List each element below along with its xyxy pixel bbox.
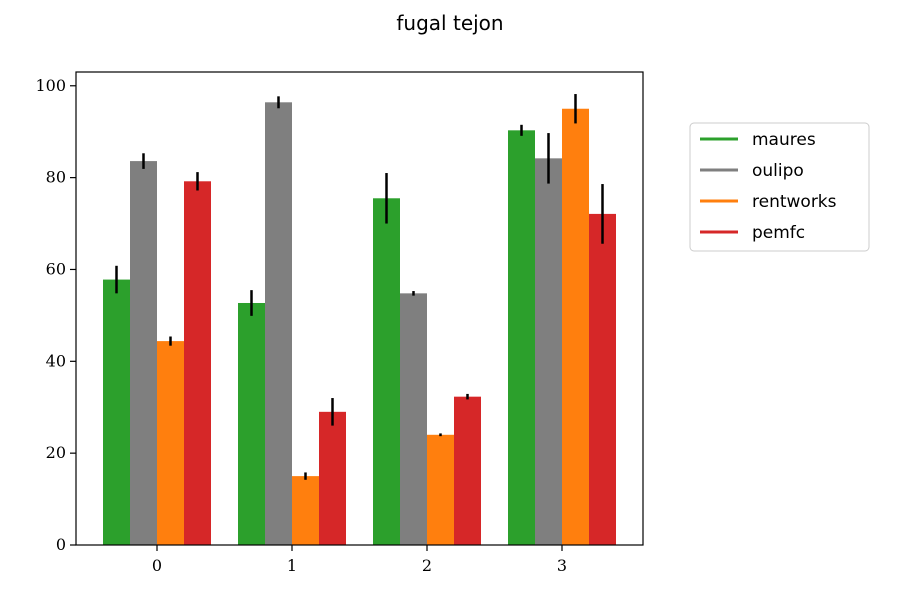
bar-oulipo-2 (400, 293, 427, 545)
axes-layer: 0 20 40 60 80 100 0 1 2 3 (35, 71, 644, 575)
bar-rentworks-2 (427, 434, 454, 545)
y-tick-label-40: 40 (46, 351, 66, 370)
x-tick-label-3: 3 (557, 556, 567, 575)
x-tick-label-2: 2 (422, 556, 432, 575)
bar-rentworks-0 (157, 341, 184, 545)
bars-layer (103, 102, 616, 546)
bar-pemfc-3 (589, 213, 616, 545)
legend-label-pemfc: pemfc (752, 223, 805, 243)
y-tick-label-20: 20 (46, 443, 66, 462)
bar-rentworks-1 (292, 476, 319, 545)
chart-title: fugal tejon (396, 11, 503, 35)
bar-rentworks-3 (562, 108, 589, 546)
bar-oulipo-0 (130, 161, 157, 545)
bar-pemfc-2 (454, 396, 481, 545)
y-tick-label-0: 0 (56, 535, 66, 554)
x-tick-label-0: 0 (152, 556, 162, 575)
plot-frame (75, 71, 644, 546)
legend-label-maures: maures (752, 130, 816, 150)
y-tick-label-60: 60 (46, 259, 66, 278)
bar-maures-0 (103, 279, 130, 545)
legend: maures oulipo rentworks pemfc (689, 122, 870, 252)
bar-oulipo-1 (265, 102, 292, 545)
bar-maures-3 (508, 130, 535, 546)
y-tick-label-80: 80 (46, 168, 66, 187)
y-tick-label-100: 100 (35, 76, 66, 95)
bar-pemfc-0 (184, 181, 211, 545)
bar-pemfc-1 (319, 411, 346, 545)
legend-label-oulipo: oulipo (752, 161, 804, 181)
legend-box (689, 122, 870, 252)
bar-oulipo-3 (535, 158, 562, 545)
legend-label-rentworks: rentworks (752, 192, 837, 212)
bar-maures-2 (373, 198, 400, 545)
x-tick-label-1: 1 (287, 556, 297, 575)
error-bars-layer (115, 94, 604, 480)
bar-maures-1 (238, 302, 265, 545)
